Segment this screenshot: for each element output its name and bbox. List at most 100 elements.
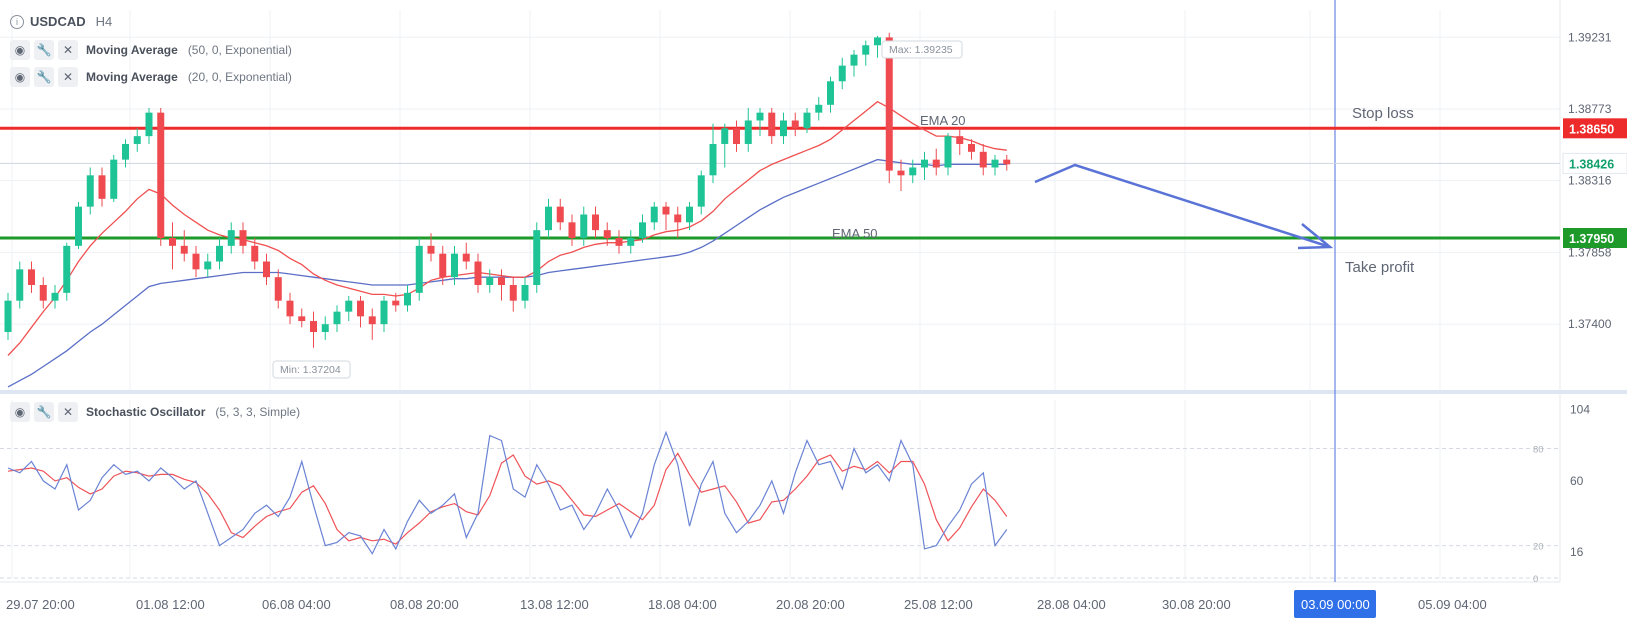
stop-loss-badge xyxy=(1563,118,1627,139)
candle-down xyxy=(956,136,964,144)
candles xyxy=(4,32,1011,348)
candle-up xyxy=(815,104,823,113)
min-label: Min: 1.37204 xyxy=(280,364,341,376)
candle-up xyxy=(744,120,752,144)
take-profit-label: Take profit xyxy=(1345,259,1415,276)
candle-down xyxy=(298,316,306,322)
candle-down xyxy=(979,151,987,168)
candle-down xyxy=(932,159,940,168)
candle-down xyxy=(462,253,470,262)
wrench-icon[interactable]: 🔧 xyxy=(34,402,54,422)
indicator-legend-stochastic: ◉ 🔧 ✕ Stochastic Oscillator (5, 3, 3, Si… xyxy=(10,402,300,422)
candle-up xyxy=(415,245,423,293)
candle-down xyxy=(263,261,270,278)
stoch-k-line xyxy=(7,430,1008,555)
stoch-tick-label: 60 xyxy=(1570,474,1584,488)
candle-up xyxy=(803,112,811,129)
candle-up xyxy=(580,214,588,238)
candle-down xyxy=(556,206,564,223)
candle-down xyxy=(180,245,188,254)
indicator-name: Moving Average xyxy=(86,43,178,57)
forecast-arrow xyxy=(1034,163,1331,249)
max-label-box xyxy=(881,40,963,59)
forecast-arrowhead xyxy=(1297,223,1334,250)
candle-down xyxy=(392,300,400,306)
candle-up xyxy=(321,324,329,333)
candle-down xyxy=(674,214,682,223)
candle-up xyxy=(380,300,388,325)
candle-down xyxy=(768,112,776,137)
candle-up xyxy=(122,143,129,160)
axes: 1.39231 1.38773 1.38316 1.37858 1.37400 1.386… xyxy=(6,30,1627,618)
eye-icon[interactable]: ◉ xyxy=(10,402,30,422)
price-tick-label: 1.37858 xyxy=(1568,245,1612,259)
candle-down xyxy=(603,230,611,238)
candle-up xyxy=(639,222,646,238)
candle-up xyxy=(533,230,541,286)
time-tick-label: 05.09 04:00 xyxy=(1418,597,1487,612)
candle-down xyxy=(615,238,623,246)
grid xyxy=(0,0,1627,583)
candle-down xyxy=(239,230,247,246)
indicator-params: (5, 3, 3, Simple) xyxy=(215,405,301,419)
close-icon[interactable]: ✕ xyxy=(58,67,78,87)
candle-down xyxy=(498,277,505,286)
close-icon[interactable]: ✕ xyxy=(58,402,78,422)
candle-up xyxy=(862,45,870,55)
wrench-icon[interactable]: 🔧 xyxy=(34,40,54,60)
candle-down xyxy=(357,300,364,317)
candle-down xyxy=(897,170,905,176)
stochastic-panel xyxy=(7,430,1008,555)
candle-up xyxy=(780,120,787,137)
candle-down xyxy=(192,253,200,270)
candle-up xyxy=(145,112,153,137)
candle-up xyxy=(827,81,834,105)
time-crosshair-label: 03.09 00:00 xyxy=(1301,597,1370,612)
candle-up xyxy=(686,206,693,223)
candle-up xyxy=(333,311,341,325)
candle-up xyxy=(650,206,658,223)
candle-up xyxy=(709,143,717,176)
time-tick-label: 01.08 12:00 xyxy=(136,597,205,612)
time-tick-label: 20.08 20:00 xyxy=(776,597,845,612)
levels xyxy=(0,126,1560,240)
level-price-label: 1.38650 xyxy=(1569,122,1614,136)
moving-averages xyxy=(7,100,1007,388)
candle-down xyxy=(662,206,670,215)
candle-down xyxy=(1003,159,1011,165)
time-tick-label: 06.08 04:00 xyxy=(262,597,331,612)
price-tick-label: 1.38316 xyxy=(1568,174,1612,188)
candle-up xyxy=(404,292,411,306)
candle-down xyxy=(509,285,517,301)
candle-up xyxy=(874,37,881,46)
current-price-label: 1.38426 xyxy=(1569,157,1614,171)
symbol-name: USDCAD xyxy=(30,14,86,29)
timeframe-label[interactable]: H4 xyxy=(95,14,113,29)
candle-down xyxy=(157,112,165,238)
candle-up xyxy=(991,159,999,168)
candle-up xyxy=(133,136,141,144)
wrench-icon[interactable]: 🔧 xyxy=(34,67,54,87)
eye-icon[interactable]: ◉ xyxy=(10,67,30,87)
symbol-header: i USDCAD H4 xyxy=(10,14,112,29)
candle-up xyxy=(486,277,494,286)
candle-up xyxy=(63,245,71,293)
candle-up xyxy=(227,230,235,246)
info-icon[interactable]: i xyxy=(10,14,24,29)
candle-up xyxy=(850,54,858,66)
candle-down xyxy=(439,253,447,278)
ema50-line xyxy=(7,158,1007,388)
candle-up xyxy=(110,159,118,199)
candle-up xyxy=(4,300,12,333)
candle-up xyxy=(944,136,952,168)
candle-down xyxy=(28,269,35,286)
time-tick-label: 13.08 12:00 xyxy=(520,597,589,612)
candle-up xyxy=(16,269,24,301)
time-tick-label: 25.08 12:00 xyxy=(904,597,973,612)
stoch-tick-label: 20 xyxy=(1533,542,1544,553)
eye-icon[interactable]: ◉ xyxy=(10,40,30,60)
close-icon[interactable]: ✕ xyxy=(58,40,78,60)
indicator-params: (20, 0, Exponential) xyxy=(187,70,292,84)
candle-down xyxy=(274,277,282,301)
